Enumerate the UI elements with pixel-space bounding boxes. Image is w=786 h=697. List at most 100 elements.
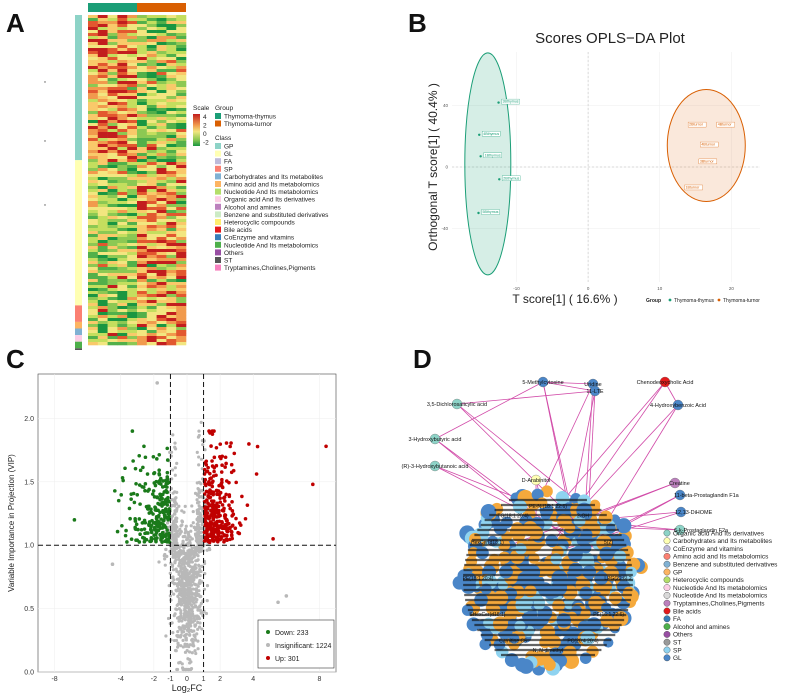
network-legend-label: SP (673, 647, 682, 654)
heatmap-cell (156, 141, 167, 145)
volcano-point-insignificant (165, 554, 169, 558)
volcano-point-insignificant (203, 448, 207, 452)
heatmap-cell (117, 207, 128, 211)
volcano-point-insignificant (192, 629, 196, 633)
heatmap-cell (176, 48, 187, 52)
heatmap-cell (156, 174, 167, 178)
heatmap-cell (117, 78, 128, 82)
heatmap-cell (88, 318, 99, 322)
heatmap-cell (127, 54, 138, 58)
volcano-point-insignificant (173, 612, 177, 616)
volcano-point-insignificant (172, 592, 176, 596)
heatmap-cell (146, 267, 157, 271)
heatmap-cell (156, 249, 167, 253)
heatmap-cell (107, 24, 118, 28)
volcano-point-insignificant (168, 594, 173, 598)
heatmap-cell (166, 36, 177, 40)
heatmap-cell (97, 123, 108, 127)
heatmap-cell (107, 318, 118, 322)
volcano-point-insignificant (196, 647, 200, 651)
volcano-point-insignificant (197, 589, 201, 593)
heatmap-cell (166, 39, 177, 43)
heatmap-cell (137, 198, 148, 202)
volcano-point-insignificant (200, 580, 204, 584)
opls-point-label-box (684, 184, 703, 191)
heatmap-cell (117, 66, 128, 70)
heatmap-cell (156, 168, 167, 172)
volcano-point-down (128, 516, 132, 521)
heatmap-cell (137, 303, 148, 307)
heatmap-cell (107, 54, 118, 58)
heatmap-cell (107, 135, 118, 139)
heatmap-cell (117, 276, 128, 280)
volcano-point-insignificant (179, 564, 183, 568)
heatmap-cell (156, 321, 167, 325)
heatmap-cell (166, 339, 177, 343)
heatmap-cell (107, 27, 118, 31)
class-legend-label: FA (224, 159, 233, 166)
volcano-x-tick: 1 (202, 676, 206, 683)
volcano-point-insignificant (199, 457, 204, 461)
heatmap-cell (146, 273, 157, 277)
heatmap-cell (137, 159, 148, 163)
volcano-point-down (121, 478, 125, 483)
class-legend-label: SP (224, 166, 233, 173)
volcano-point-down (162, 518, 166, 522)
scale-gradient (193, 114, 200, 146)
heatmap-cell (137, 189, 148, 193)
volcano-point-up (232, 451, 237, 456)
heatmap-cell (97, 33, 108, 37)
heatmap-cell (176, 162, 187, 166)
class-legend-swatch (215, 196, 221, 203)
heatmap-cell (146, 207, 157, 211)
opls-point-label-box (501, 98, 520, 105)
heatmap-cell (176, 33, 187, 37)
heatmap-cell (117, 93, 128, 97)
heatmap-cell (97, 282, 108, 286)
heatmap-cell (107, 333, 118, 337)
heatmap-cell (137, 288, 148, 292)
volcano-point-down (154, 539, 158, 544)
volcano-point-insignificant (188, 667, 192, 672)
heatmap-cell (88, 120, 99, 124)
heatmap-cell (146, 204, 157, 208)
heatmap-cell (137, 39, 148, 43)
heatmap-cell (137, 60, 148, 64)
heatmap-cell (166, 90, 177, 94)
heatmap-cell (166, 171, 177, 175)
network-cluster-node (493, 590, 509, 606)
heatmap-cell (156, 60, 167, 64)
heatmap-cell (107, 201, 118, 205)
class-legend-swatch (215, 241, 221, 248)
heatmap-cell (176, 228, 187, 232)
heatmap-cell (137, 297, 148, 301)
heatmap-cell (156, 138, 167, 142)
volcano-point-insignificant (173, 648, 178, 653)
volcano-point-insignificant (176, 587, 181, 591)
network-cluster-node (579, 586, 593, 600)
network-node (672, 399, 684, 411)
heatmap-cell (117, 183, 128, 187)
volcano-point-down (131, 491, 136, 496)
heatmap-cell (88, 159, 99, 163)
heatmap-cell (97, 75, 108, 79)
volcano-point-up (208, 488, 212, 492)
network-cluster-node (622, 586, 635, 599)
volcano-point-insignificant (176, 594, 180, 599)
heatmap-cell (146, 210, 157, 214)
heatmap-cell (88, 276, 99, 280)
network-node-label: 11-LTE (586, 389, 604, 395)
volcano-point-insignificant (174, 501, 178, 505)
volcano-point-insignificant (175, 529, 179, 534)
opls-point-label: 1Bturnor (686, 185, 701, 189)
heatmap-cell (176, 156, 187, 160)
heatmap-cell (137, 24, 148, 28)
heatmap-cell (137, 153, 148, 157)
heatmap-cell (166, 84, 177, 88)
volcano-point-insignificant (168, 571, 172, 575)
class-bar-segment (75, 341, 82, 349)
volcano-point-up (229, 533, 234, 537)
heatmap-cell (137, 267, 148, 271)
class-legend-label: Tryptamines,Cholines,Pigments (224, 265, 316, 272)
